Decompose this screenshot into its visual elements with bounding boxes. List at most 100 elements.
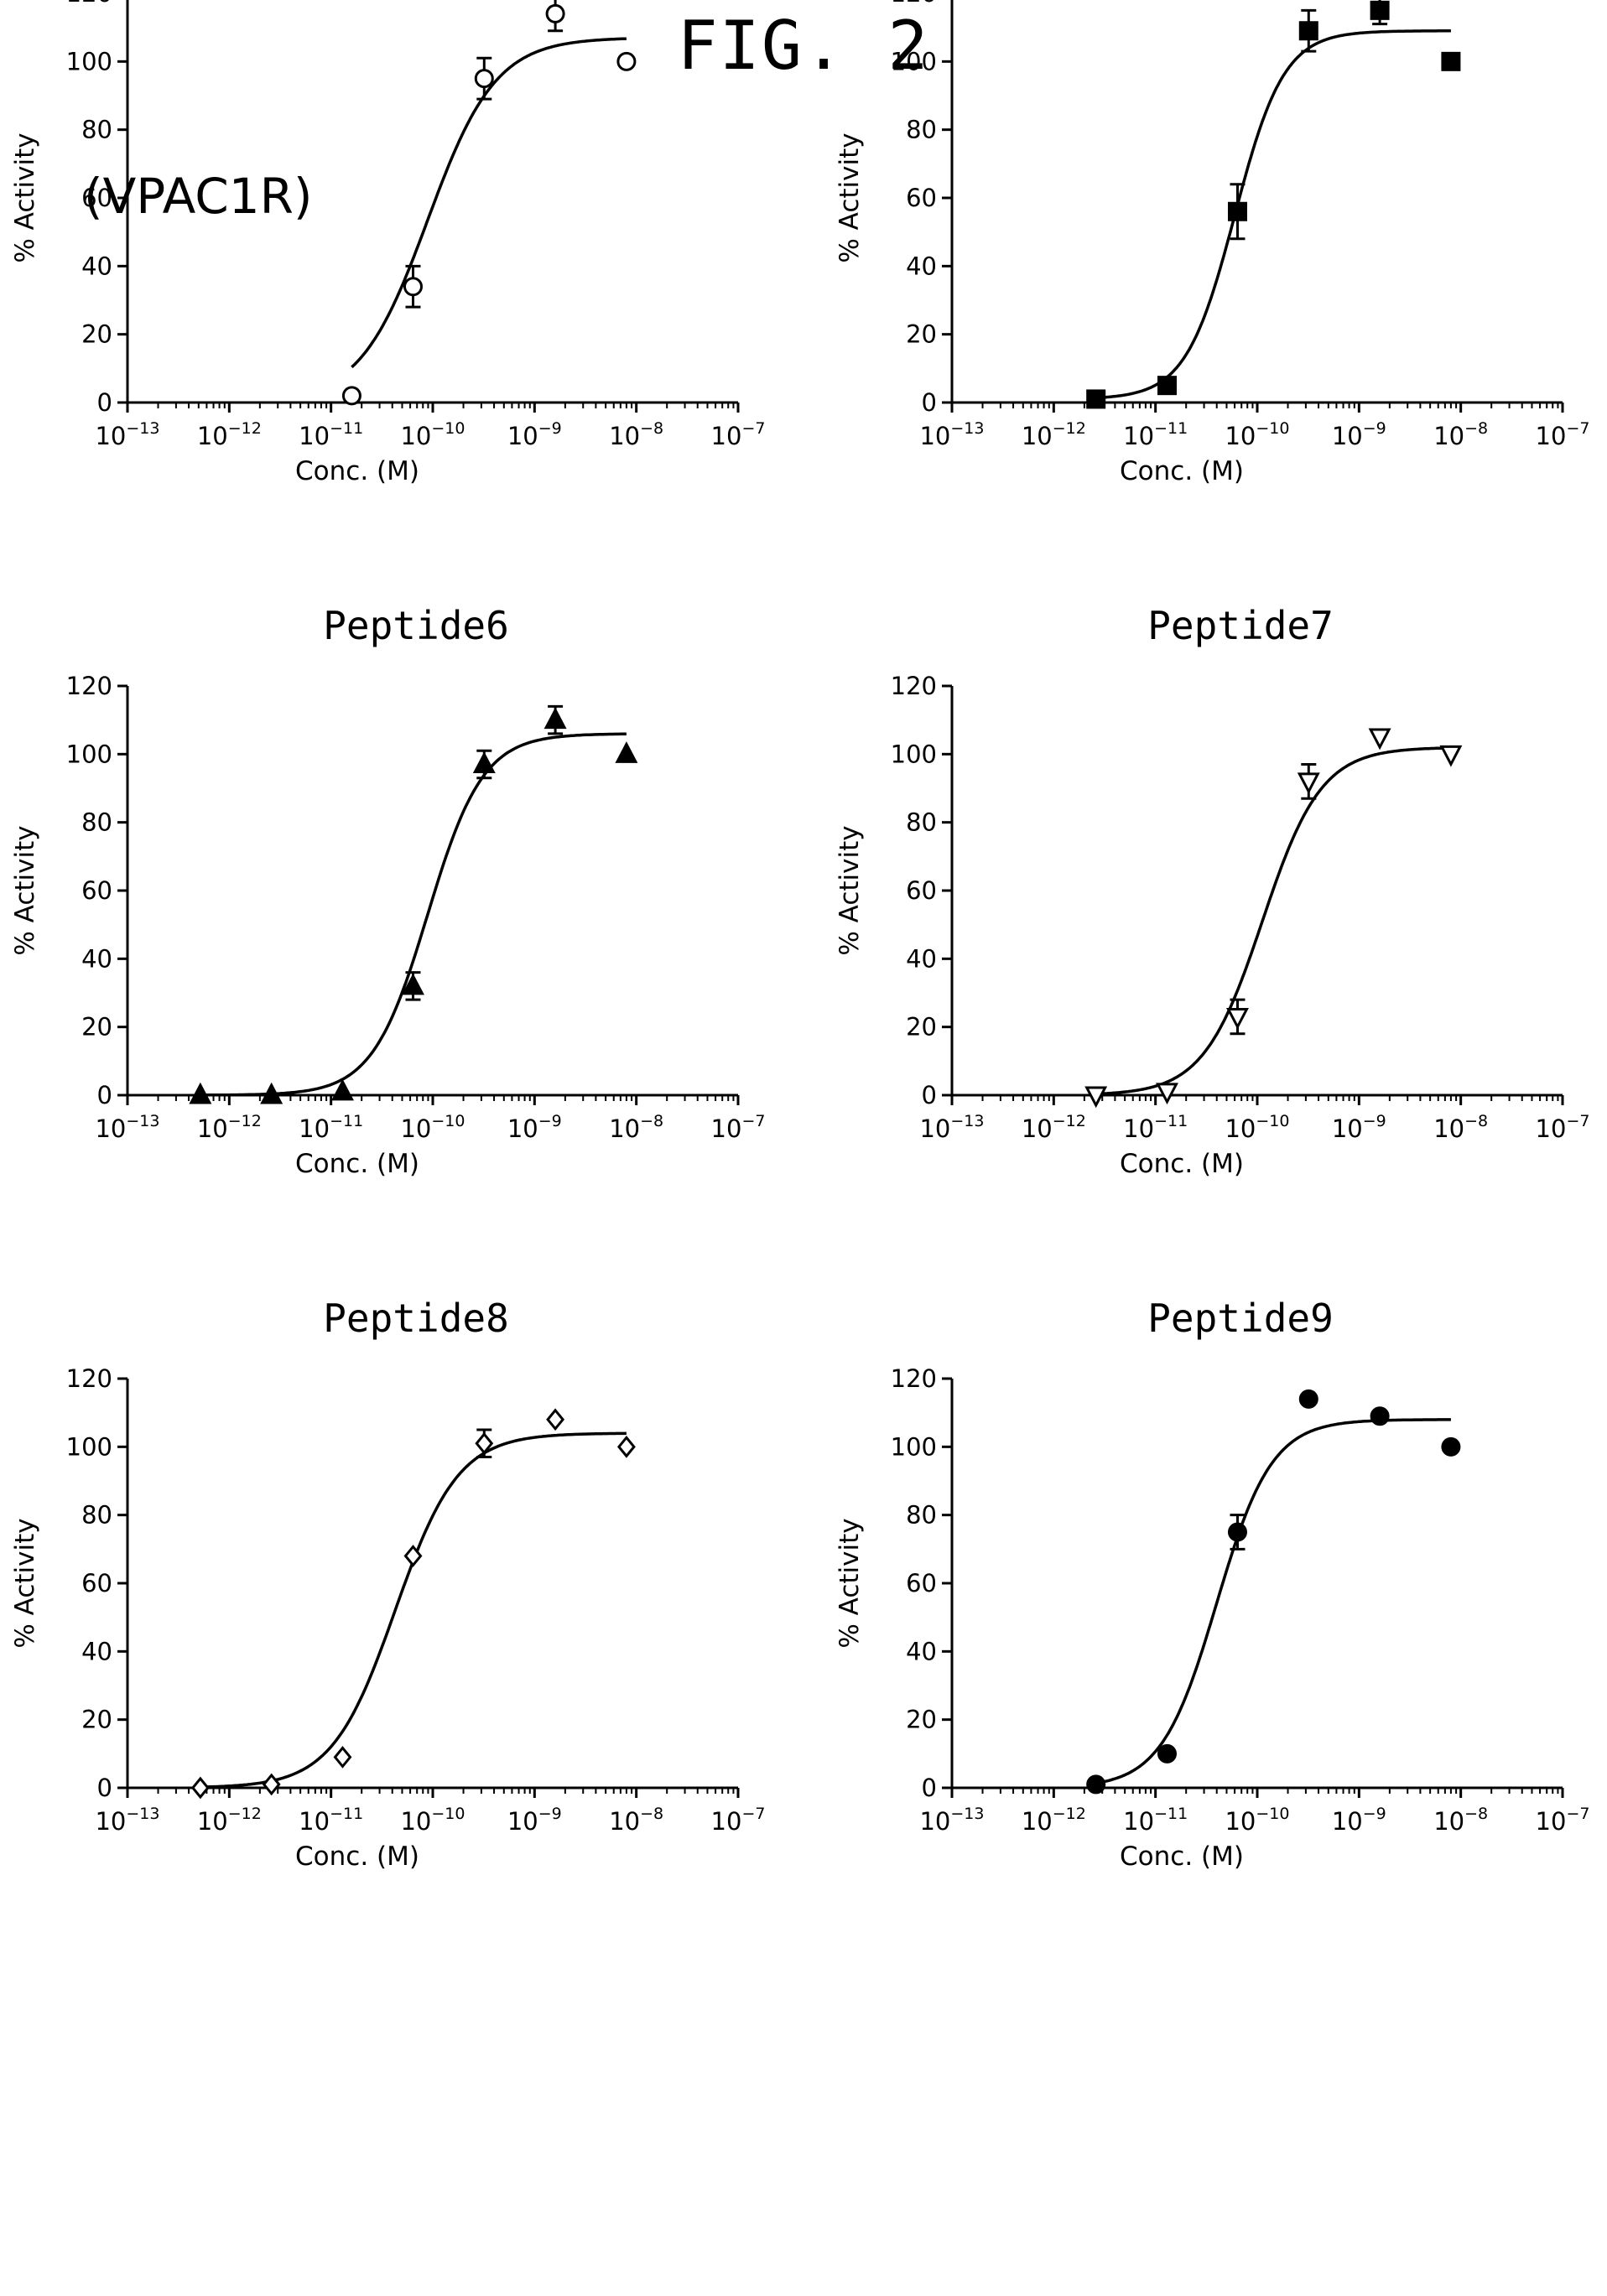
data-point	[403, 277, 423, 297]
y-tick-label: 100	[891, 47, 937, 75]
x-tick-label: 10−9	[1332, 419, 1386, 450]
data-point	[260, 1082, 283, 1104]
x-tick-label: 10−7	[1536, 1112, 1590, 1143]
x-axis-label: Conc. (M)	[1120, 1841, 1244, 1872]
x-tick-label: 10−13	[919, 1805, 984, 1836]
data-point	[1086, 389, 1106, 409]
y-axis-label: % Activity	[10, 1518, 40, 1648]
x-tick-label: 10−8	[1433, 1805, 1488, 1836]
x-tick-label: 10−11	[1123, 1112, 1188, 1143]
x-tick-label: 10−10	[400, 1805, 465, 1836]
data-point	[1439, 745, 1463, 767]
x-tick-label: 10−12	[1022, 419, 1086, 450]
y-tick-label: 20	[81, 320, 112, 349]
x-tick-label: 10−8	[609, 1112, 663, 1143]
x-tick-label: 10−8	[609, 1805, 663, 1836]
data-point	[1298, 21, 1318, 41]
y-tick-label: 40	[906, 944, 937, 973]
data-point	[262, 1773, 281, 1796]
data-point	[472, 751, 496, 774]
chart-panel-4: Peptide7 0 20 40 60 80 100 120 10−13 10−12 10−11 10…	[835, 603, 1589, 1179]
y-axis-label: % Activity	[10, 132, 40, 262]
y-tick-label: 40	[906, 252, 937, 280]
chart-title: Peptide7	[1147, 603, 1334, 648]
y-tick-label: 60	[906, 876, 937, 905]
x-tick-label: 10−12	[197, 419, 262, 450]
data-point	[402, 973, 424, 995]
y-tick-label: 120	[891, 672, 937, 700]
data-point	[1226, 1007, 1249, 1030]
x-axis-label: Conc. (M)	[1120, 456, 1244, 486]
x-tick-label: 10−7	[711, 419, 766, 450]
data-point	[341, 386, 361, 406]
data-point	[475, 1431, 494, 1455]
fit-curve	[1095, 746, 1451, 1096]
y-tick-label: 0	[922, 388, 937, 417]
y-tick-label: 120	[891, 0, 937, 8]
data-point	[474, 69, 494, 89]
y-tick-label: 60	[81, 1569, 112, 1597]
data-point	[189, 1082, 212, 1104]
x-tick-label: 10−10	[400, 1112, 465, 1143]
x-tick-label: 10−8	[1433, 419, 1488, 450]
y-tick-label: 60	[906, 1569, 937, 1597]
data-point	[403, 1545, 423, 1567]
y-tick-label: 20	[81, 1013, 112, 1042]
x-tick-label: 10−13	[95, 1805, 159, 1836]
x-tick-label: 10−13	[95, 1112, 159, 1143]
chart-panel-5: Peptide8 0 20 40 60 80 100 120 10−13 10−12 10−11 10…	[10, 1296, 765, 1872]
data-point	[1441, 1436, 1461, 1457]
data-point	[1156, 1083, 1178, 1105]
chart-title: Peptide8	[323, 1296, 509, 1341]
x-tick-label: 10−12	[197, 1112, 262, 1143]
x-tick-label: 10−7	[1536, 419, 1590, 450]
y-tick-label: 20	[906, 1013, 937, 1042]
data-point	[333, 1746, 352, 1769]
y-axis-label: % Activity	[835, 1518, 865, 1648]
figure-subtitle: (VPAC1R)	[84, 168, 313, 225]
x-tick-label: 10−11	[1123, 419, 1188, 450]
y-tick-label: 40	[906, 1637, 937, 1665]
y-tick-label: 100	[66, 740, 112, 768]
y-tick-label: 80	[81, 808, 112, 837]
y-axis-label: % Activity	[835, 132, 865, 262]
y-axis-label: % Activity	[10, 825, 40, 955]
data-point	[1441, 51, 1461, 71]
fit-curve	[1095, 1418, 1451, 1785]
y-tick-label: 0	[922, 1081, 937, 1109]
x-tick-label: 10−9	[507, 1112, 562, 1143]
data-point	[615, 741, 638, 763]
x-tick-label: 10−9	[507, 1805, 562, 1836]
y-tick-label: 0	[97, 1774, 112, 1802]
x-axis-label: Conc. (M)	[295, 456, 419, 486]
y-tick-label: 100	[891, 1432, 937, 1461]
chart-panel-6: Peptide9 0 20 40 60 80 100 120 10−13 10−12 10−11 10…	[835, 1296, 1589, 1872]
chart-panel-2: Peptide202040608010012010−1310−1210−1110…	[835, 0, 1589, 486]
y-tick-label: 80	[81, 1501, 112, 1530]
x-tick-label: 10−10	[1225, 1805, 1289, 1836]
data-point	[1298, 1389, 1318, 1409]
chart-title: Peptide9	[1147, 1296, 1334, 1341]
y-tick-label: 40	[81, 252, 112, 280]
y-tick-label: 120	[66, 672, 112, 700]
x-tick-label: 10−8	[1433, 1112, 1488, 1143]
figure-title: FIG. 2	[677, 7, 930, 85]
fit-curve	[200, 732, 627, 1097]
chart-panel-3: Peptide6 0 20 40 60 80 100 120 10−13 10−12 10−11 10…	[10, 603, 765, 1179]
data-point	[1157, 376, 1177, 396]
data-point	[1086, 1774, 1106, 1795]
y-tick-label: 20	[906, 320, 937, 349]
y-tick-label: 80	[81, 116, 112, 144]
y-tick-label: 0	[97, 388, 112, 417]
data-point	[1084, 1086, 1108, 1109]
chart-panel-1: Peptide102040608010012010−1310−1210−1110…	[10, 0, 765, 486]
x-tick-label: 10−7	[711, 1112, 766, 1143]
data-point	[1370, 0, 1390, 20]
x-tick-label: 10−7	[711, 1805, 766, 1836]
y-tick-label: 40	[81, 944, 112, 973]
x-tick-label: 10−7	[1536, 1805, 1590, 1836]
y-tick-label: 40	[81, 1637, 112, 1665]
x-tick-label: 10−10	[400, 419, 465, 450]
y-tick-label: 100	[66, 47, 112, 75]
y-tick-label: 80	[906, 1501, 937, 1530]
